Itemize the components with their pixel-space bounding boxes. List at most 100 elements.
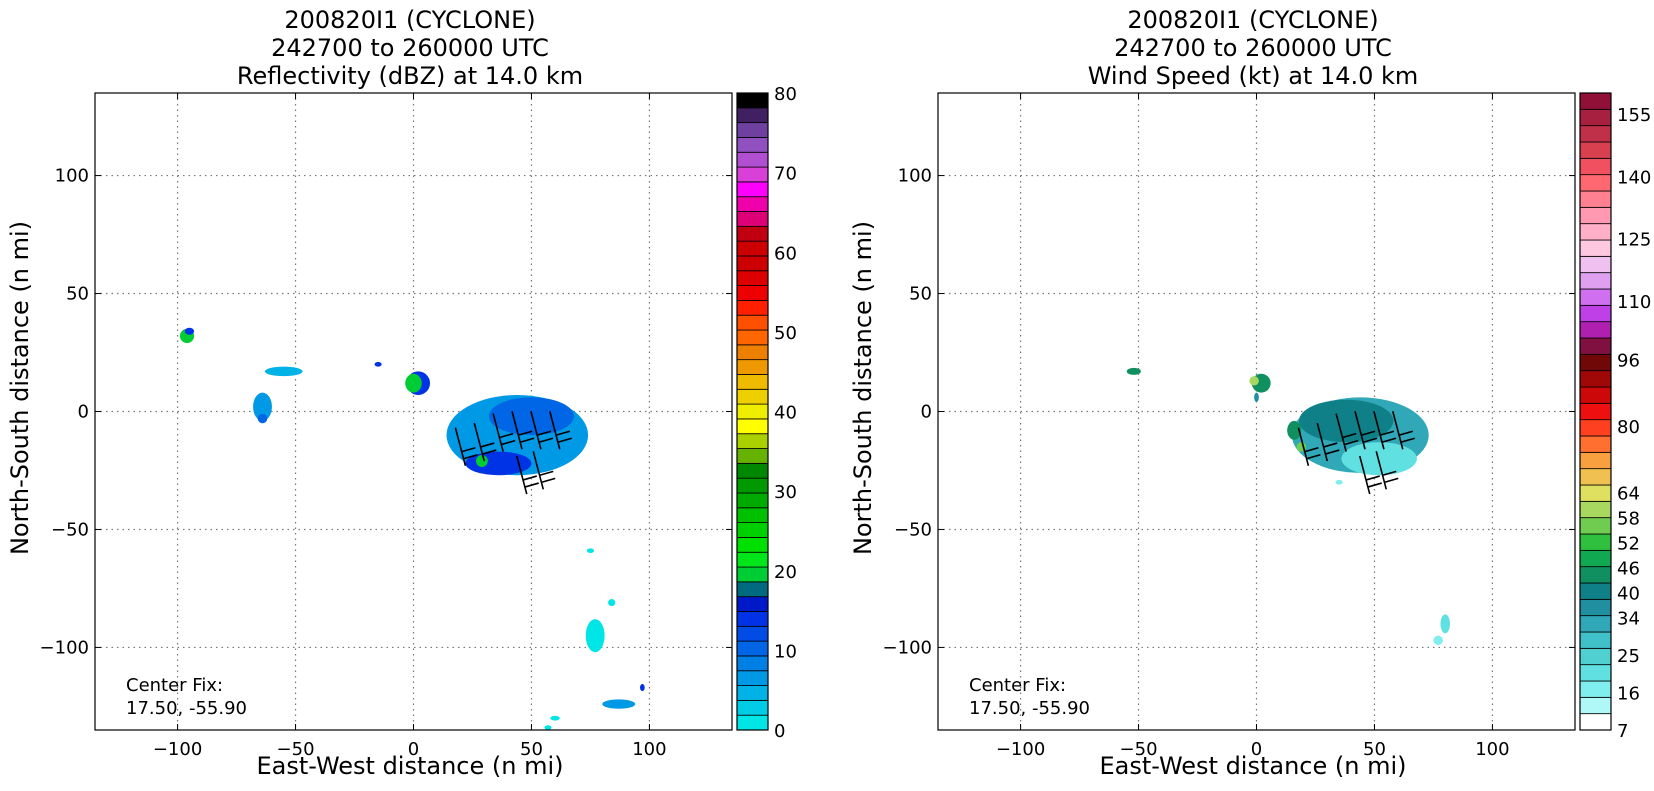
wind-barb xyxy=(1373,411,1397,450)
reflectivity-panel: 200820I1 (CYCLONE) 242700 to 260000 UTC … xyxy=(6,6,797,780)
wind-barb xyxy=(454,427,478,466)
colorbar-swatch xyxy=(736,299,769,316)
y-tick-label: −100 xyxy=(883,637,932,658)
colorbar-swatch xyxy=(1579,713,1612,731)
wind-barb xyxy=(511,411,535,450)
colorbar-tick-label: 40 xyxy=(1617,584,1640,605)
colorbar-tick-label: 40 xyxy=(774,403,797,424)
x-axis-label: East-West distance (n mi) xyxy=(256,752,563,780)
chart-title-line-3: Reflectivity (dBZ) at 14.0 km xyxy=(237,62,583,90)
colorbar-frame xyxy=(1579,92,1612,731)
colorbar-swatch xyxy=(1579,255,1612,274)
barb-flag xyxy=(1365,475,1380,481)
data-region xyxy=(257,413,268,424)
barb-flag xyxy=(482,449,497,455)
colorbar: 7 16 25 34 40 46 52 58 64 80 96 110 125 140 155 xyxy=(1579,92,1651,742)
barb-flag xyxy=(500,439,516,446)
colorbar-swatch xyxy=(736,166,769,183)
colorbar-swatch xyxy=(736,388,769,405)
colorbar-swatch xyxy=(1579,484,1612,502)
colorbar-swatch xyxy=(736,625,769,642)
data-region xyxy=(374,361,382,367)
colorbar-swatch xyxy=(1579,92,1612,110)
barb-flag xyxy=(517,430,533,437)
colorbar-swatch xyxy=(1579,468,1612,486)
barb-flag xyxy=(1362,437,1378,444)
barb-flag xyxy=(463,453,478,460)
colorbar-swatch xyxy=(1579,239,1612,257)
x-tick-label: −50 xyxy=(1120,739,1158,760)
x-tick-label: −50 xyxy=(277,739,315,760)
x-tick-label: 50 xyxy=(1363,739,1386,760)
y-tick-label: 50 xyxy=(66,284,89,305)
barb-flag xyxy=(1304,446,1319,453)
colorbar-swatch xyxy=(1579,125,1612,143)
colorbar-tick-label: 25 xyxy=(1617,646,1640,667)
barb-flag xyxy=(536,430,552,437)
colorbar-swatch xyxy=(1579,206,1612,225)
chart-title-line-1: 200820I1 (CYCLONE) xyxy=(1127,6,1378,34)
wind-barb xyxy=(1375,451,1399,490)
colorbar-tick-label: 50 xyxy=(774,323,797,344)
colorbar-swatch xyxy=(1579,272,1612,290)
barb-flag xyxy=(538,437,554,444)
colorbar-tick-label: 30 xyxy=(774,482,797,503)
data-region xyxy=(639,683,645,692)
y-tick-label: −50 xyxy=(894,519,932,540)
chart-title-line-1: 200820I1 (CYCLONE) xyxy=(284,6,535,34)
colorbar-swatch xyxy=(736,477,769,494)
colorbar-swatch xyxy=(1579,517,1612,535)
barb-flag xyxy=(1343,439,1359,446)
barb-flag xyxy=(541,477,556,484)
y-axis-label: North-South distance (n mi) xyxy=(6,221,34,555)
colorbar-tick-label: 70 xyxy=(774,164,797,185)
colorbar-swatch xyxy=(1579,451,1612,470)
colorbar-swatch xyxy=(1579,631,1612,649)
chart-title-line-2: 242700 to 260000 UTC xyxy=(1114,34,1392,62)
wind-barb xyxy=(492,413,516,452)
chart-title-line-3: Wind Speed (kt) at 14.0 km xyxy=(1088,62,1419,90)
barb-flag xyxy=(1360,430,1376,437)
colorbar-swatch xyxy=(736,551,769,568)
colorbar-swatch xyxy=(1579,647,1612,666)
wind-barb xyxy=(1392,411,1415,450)
colorbar-swatch xyxy=(1579,288,1612,306)
colorbar-swatch xyxy=(1579,680,1612,698)
plot-area: −100 −50 0 50 100 −100 −50 0 50 100 xyxy=(40,92,733,760)
colorbar-tick-label: 34 xyxy=(1617,609,1640,630)
colorbar-swatch xyxy=(736,448,769,464)
colorbar-tick-label: 52 xyxy=(1617,534,1640,555)
data-region xyxy=(476,455,488,467)
colorbar-tick-label: 10 xyxy=(774,641,797,662)
colorbar-swatch xyxy=(736,285,769,301)
barb-flag xyxy=(1382,470,1397,477)
data-region xyxy=(544,725,552,730)
data-region xyxy=(1298,399,1394,443)
barb-flag xyxy=(1379,430,1395,437)
colorbar-swatch xyxy=(1579,566,1612,584)
colorbar-swatch xyxy=(736,92,769,109)
barb-flag xyxy=(480,442,495,448)
colorbar-swatch xyxy=(736,507,769,524)
colorbar-tick-label: 80 xyxy=(1617,417,1640,438)
plot-frame xyxy=(94,92,733,731)
colorbar-tick-label: 58 xyxy=(1617,509,1640,530)
x-axis-label: East-West distance (n mi) xyxy=(1099,752,1406,780)
colorbar-swatch xyxy=(736,714,769,731)
colorbar-tick-label: 140 xyxy=(1617,167,1651,188)
colorbar-tick-label: 46 xyxy=(1617,559,1640,580)
colorbar-swatch xyxy=(736,699,769,716)
colorbar-swatch xyxy=(1579,615,1612,633)
barb-flag xyxy=(557,437,572,444)
y-tick-label: 0 xyxy=(921,402,932,423)
colorbar-swatch xyxy=(1579,419,1612,437)
x-tick-label: 100 xyxy=(632,739,666,760)
colorbar-tick-label: 155 xyxy=(1617,105,1651,126)
colorbar-tick-label: 80 xyxy=(774,84,797,105)
colorbar-swatch xyxy=(1579,370,1612,388)
x-tick-label: 50 xyxy=(520,739,543,760)
barb-flag xyxy=(1323,442,1338,448)
x-tick-label: −100 xyxy=(996,739,1045,760)
wind-barb xyxy=(1354,411,1378,450)
x-tick-label: 0 xyxy=(1251,739,1262,760)
